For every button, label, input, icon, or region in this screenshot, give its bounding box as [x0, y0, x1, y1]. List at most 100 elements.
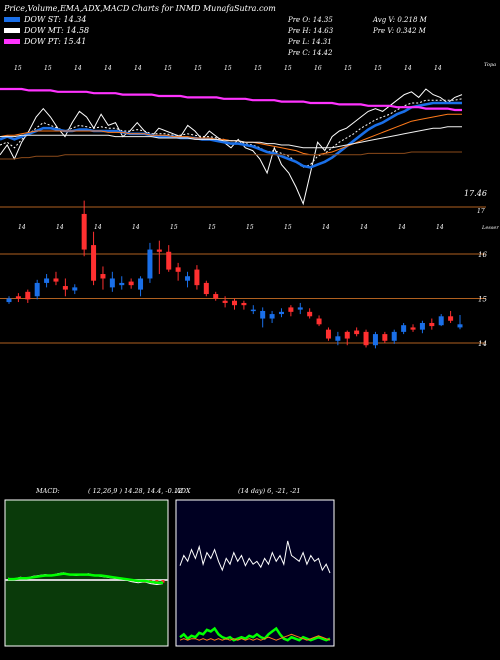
- avg-volume: Avg V: 0.218 M: [372, 16, 428, 24]
- reference-level-label: 15: [478, 296, 487, 304]
- bottom-tick-label: 15: [246, 224, 254, 231]
- top-tick-label: 15: [254, 65, 262, 72]
- ema-line: [0, 87, 462, 112]
- candle-body: [6, 298, 12, 303]
- macd-line: [8, 572, 163, 584]
- candle-body: [222, 300, 228, 303]
- candle-body: [138, 278, 144, 290]
- top-tick-label: 15: [344, 65, 352, 72]
- candle-body: [25, 291, 31, 300]
- top-tick-label: 15: [14, 65, 22, 72]
- candle-body: [175, 267, 181, 272]
- top-tick-label: 16: [314, 65, 322, 72]
- candle-body: [44, 278, 50, 283]
- candle-body: [391, 331, 397, 341]
- candle-body: [344, 331, 350, 339]
- adx-params: (14 day) 6, -21, -21: [238, 487, 301, 495]
- legend-label: DOW PT: 15.41: [23, 37, 86, 46]
- candle-body: [15, 296, 21, 299]
- candle-body: [457, 324, 463, 328]
- ema-line: [0, 126, 462, 149]
- ohlc-low: Pre L: 14.31: [287, 38, 332, 46]
- candle-body: [62, 286, 68, 290]
- legend-label: DOW MT: 14.58: [23, 26, 89, 35]
- chart-title: Price,Volume,EMA,ADX,MACD Charts for INM…: [3, 4, 276, 13]
- top-tick-label: 14: [434, 65, 442, 72]
- candle-body: [81, 213, 87, 250]
- bottom-tick-label: 15: [284, 224, 292, 231]
- candle-body: [260, 310, 266, 319]
- legend-swatch: [4, 17, 20, 22]
- top-tick-label: 14: [134, 65, 142, 72]
- top-tick-label: 15: [374, 65, 382, 72]
- bottom-tick-label: 14: [322, 224, 330, 231]
- candle-body: [288, 307, 294, 312]
- candle-body: [297, 307, 303, 310]
- candle-body: [203, 282, 209, 295]
- chart-header: Price,Volume,EMA,ADX,MACD Charts for INM…: [3, 4, 428, 57]
- candle-body: [410, 327, 416, 330]
- candle-body: [147, 249, 153, 279]
- candle-body: [72, 287, 78, 291]
- bottom-tick-label: 14: [18, 224, 26, 231]
- ema-line: [0, 88, 463, 206]
- candle-body: [166, 251, 172, 270]
- price-label: 17: [477, 208, 485, 215]
- candle-body: [241, 302, 247, 306]
- legend: DOW ST: 14.34 DOW MT: 14.58 DOW PT: 15.41: [4, 15, 89, 46]
- price-label: 17.46: [464, 189, 487, 198]
- candle-body: [335, 336, 341, 341]
- bottom-tick-label: 14: [132, 224, 140, 231]
- top-tick-label: 15: [164, 65, 172, 72]
- candle-body: [438, 316, 444, 326]
- candlestick-panel: 16 15 14 Lesser: [0, 200, 499, 349]
- legend-swatch: [4, 28, 20, 33]
- candle-body: [53, 278, 59, 282]
- candle-body: [119, 282, 125, 286]
- top-tick-label: 15: [224, 65, 232, 72]
- candle-body: [232, 300, 237, 306]
- candle-body: [354, 330, 360, 335]
- candle-body: [128, 281, 134, 286]
- bottom-tick-label: 14: [56, 224, 64, 231]
- ema-line: [0, 101, 462, 169]
- legend-label: DOW ST: 14.34: [23, 15, 86, 24]
- macd-panel-background: [4, 499, 169, 647]
- panel-corner-label: Lesser: [481, 225, 499, 231]
- candle-body: [185, 276, 191, 281]
- ohlc-close: Pre C: 14.42: [287, 49, 333, 57]
- top-tick-label: 14: [74, 65, 82, 72]
- candle-body: [250, 309, 256, 312]
- adx-panel: ADX (14 day) 6, -21, -21: [175, 487, 335, 647]
- candle-body: [448, 316, 454, 321]
- top-tick-label: 14: [104, 65, 112, 72]
- panel-corner-label: Topa: [484, 62, 496, 68]
- bottom-tick-label: 14: [398, 224, 406, 231]
- price-ema-panel: 15 15 14 14 14 15 15 15 15 15 16 15 15 14 14 14 14 14 14 15…: [0, 62, 496, 231]
- adx-line: [179, 626, 331, 642]
- adx-line: [179, 633, 331, 641]
- candle-body: [372, 334, 378, 346]
- macd-panel: MACD: ( 12,26,9 ) 14.28, 14.4, -0.12: [4, 487, 182, 647]
- bottom-tick-label: 15: [170, 224, 178, 231]
- candle-body: [325, 329, 331, 339]
- ema-line: [0, 151, 462, 160]
- adx-panel-background: [175, 499, 335, 647]
- top-tick-label: 15: [44, 65, 52, 72]
- candle-body: [278, 311, 284, 315]
- adx-line: [179, 540, 331, 574]
- candle-body: [382, 334, 388, 341]
- macd-label: MACD:: [35, 487, 60, 495]
- candle-body: [419, 322, 425, 330]
- candle-body: [401, 325, 407, 332]
- candle-body: [316, 318, 322, 325]
- ema-line: [0, 98, 463, 168]
- top-tick-label: 15: [194, 65, 202, 72]
- macd-histogram-bar: [155, 580, 159, 583]
- reference-level-label: 14: [478, 340, 487, 348]
- candle-body: [194, 269, 200, 286]
- ohlc-high: Pre H: 14.63: [287, 27, 334, 35]
- candle-body: [213, 294, 219, 299]
- candle-body: [34, 282, 40, 297]
